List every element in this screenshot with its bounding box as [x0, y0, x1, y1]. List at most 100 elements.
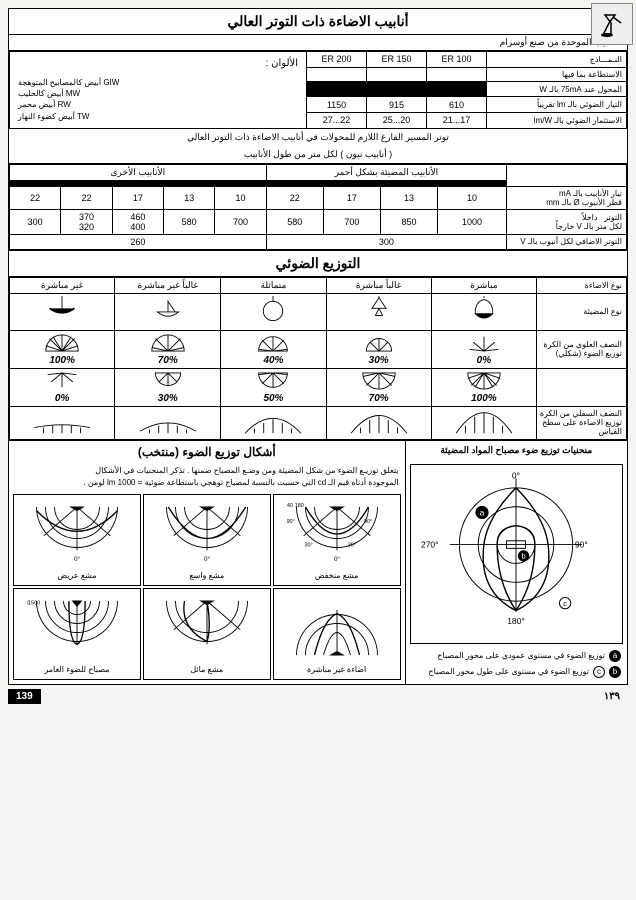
type-cell: متماثلة [221, 277, 326, 293]
upper-dist-cell: 30% [326, 330, 431, 368]
polar-grid: 0°90°90°30°30°240180مشع منخفض 0°مشع واسع… [9, 490, 405, 684]
spec-row-label: المحول عند 75mA بالـ W [487, 82, 627, 97]
lower-dist-cell: 0% [10, 368, 115, 406]
svg-text:0°: 0° [204, 555, 211, 563]
right-half-title: منحنيات توزيع ضوء مصباح المواد المضيئة [406, 441, 627, 460]
colors-list: أبيض كالمصابيح المتوهجة GIW أبيض كالحليب… [14, 73, 302, 126]
ma-val: 17 [112, 186, 163, 209]
upper-dist-cell: 70% [115, 330, 221, 368]
ma-val: 10 [215, 186, 266, 209]
ma-val: 10 [438, 186, 507, 209]
ma-val: 22 [266, 186, 323, 209]
volt-in-label: داخلاً [582, 213, 598, 222]
color-item: أبيض كالمصابيح المتوهجة GIW [18, 77, 298, 88]
type-cell: غالباً مباشرة [326, 277, 431, 293]
spec-cell: 610 [427, 97, 487, 113]
v-val: 460 [117, 212, 159, 222]
curve-icon [431, 406, 536, 439]
spec-row-label: الاستثمار الضوئي بالـ lm/W [487, 112, 627, 128]
ma-val: 13 [164, 186, 215, 209]
v-val: 1000 [438, 209, 507, 234]
svg-text:0°: 0° [512, 470, 520, 480]
ma-val: 13 [380, 186, 437, 209]
left-half-title: أشكال توزيع الضوء (منتخب) [9, 441, 405, 463]
fixture-globe-icon [221, 293, 326, 330]
bottom-section: منحنيات توزيع ضوء مصباح المواد المضيئة a… [9, 440, 627, 684]
row-lower-label: النصف السفلي من الكرة توزيع الاضاءة على … [537, 406, 627, 439]
svg-text:a: a [480, 507, 485, 517]
intro-2: الموجودة أدناه قيم الـ cd التي حسبت بالن… [9, 478, 405, 490]
color-item: أبيض كالحليب MW [18, 88, 298, 99]
v-val: 320 [65, 222, 107, 232]
curve-icon [10, 406, 115, 439]
polar-diagram: مشع مائل [143, 588, 271, 680]
lower-dist-cell: 100% [431, 368, 536, 406]
row-extra-label: التوتر الاضافي لكل أنبوب بالـ V [507, 234, 627, 249]
v-val: 850 [380, 209, 437, 234]
svg-text:b: b [522, 551, 526, 560]
row-upper-label: النصف العلوي من الكرة توزيع الضوء (شكلي) [537, 330, 627, 368]
v-val: 370 [65, 212, 107, 222]
distribution-table: نوع الاضاءة مباشرة غالباً مباشرة متماثلة… [9, 277, 627, 440]
spec-cell: 22...27 [307, 112, 367, 128]
upper-dist-cell: 0% [431, 330, 536, 368]
ma-val: 22 [10, 186, 61, 209]
model-col: ER 150 [367, 52, 427, 68]
intro-1: يتعلق توزيـع الضوء من شكل المضيئة ومن وض… [9, 463, 405, 478]
curve-icon [221, 406, 326, 439]
spec-table: النـمـــاذج ER 100 ER 150 ER 200 الألوان… [9, 51, 627, 129]
svg-text:270°: 270° [421, 539, 439, 549]
lamp-corner-icon [591, 3, 633, 45]
upper-dist-cell: 40% [221, 330, 326, 368]
row-type-label: نوع الاضاءة [537, 277, 627, 293]
polar-diagram: اضاءة غير مباشرة [273, 588, 401, 680]
svg-text:30°: 30° [304, 543, 312, 549]
curve-icon [326, 406, 431, 439]
fixture-cone-icon [326, 293, 431, 330]
volt-out-label: لكل متر بالـ V خارجاً [556, 222, 622, 231]
ma-val: 22 [61, 186, 112, 209]
spec-cell: 17...21 [427, 112, 487, 128]
legend-b: bcتوزيع الضوء في مستوى على طول محور المص… [406, 664, 627, 680]
spec-cell: 1150 [307, 97, 367, 113]
fixture-dish-icon [10, 293, 115, 330]
lower-dist-cell: 70% [326, 368, 431, 406]
curve-icon [115, 406, 221, 439]
svg-text:90°: 90° [575, 539, 588, 549]
model-col: ER 200 [307, 52, 367, 68]
note-line-2: ( أنابيب نيون ) لكل متر من طول الأنابيب [9, 146, 627, 164]
page-footer: 139 ١٣٩ [8, 689, 628, 704]
polar-diagram: 0°90°90°30°30°240180مشع منخفض [273, 494, 401, 586]
v-val: 300 [14, 217, 56, 227]
svg-text:30°: 30° [347, 543, 355, 549]
distribution-title: التوزيع الضوئي [9, 250, 627, 277]
spec-row-label: التيار الضوئي بالـ lm تقريباً [487, 97, 627, 113]
type-cell: غير مباشرة [10, 277, 115, 293]
group-red: الأنابيب المضيئة بشكل أحمر [266, 164, 506, 180]
upper-dist-cell: 100% [10, 330, 115, 368]
group-other: الأنابيب الأخرى [10, 164, 267, 180]
v-val: 580 [266, 209, 323, 234]
svg-text:90°: 90° [364, 519, 372, 525]
spec-cell: 20...25 [367, 112, 427, 128]
colors-label: الألوان : [14, 54, 302, 73]
svg-text:1500: 1500 [28, 601, 40, 607]
polar-diagram: 20001500مصباح للضوء الغامر [13, 588, 141, 680]
type-cell: مباشرة [431, 277, 536, 293]
fixture-boat-icon [115, 293, 221, 330]
ma-val: 17 [323, 186, 380, 209]
spec-row-label: الاستطاعة بما فيها [487, 67, 627, 82]
note-line-1: توتر المسير الفارغ اللازم للمحولات في أن… [9, 129, 627, 146]
model-col: ER 100 [427, 52, 487, 68]
big-polar-diagram: a b c 0° 90° 270° 180° [410, 464, 623, 644]
fixture-bell-icon [431, 293, 536, 330]
v-val: 700 [219, 217, 261, 227]
lower-dist-cell: 50% [221, 368, 326, 406]
spec-cell: 915 [367, 97, 427, 113]
row-fixture-label: نوع المضيئة [537, 293, 627, 330]
lower-dist-cell: 30% [115, 368, 221, 406]
svg-text:0°: 0° [334, 555, 341, 563]
voltage-table: الأنابيب المضيئة بشكل أحمر الأنابيب الأخ… [9, 164, 627, 250]
v-val: 400 [117, 222, 159, 232]
svg-text:180°: 180° [507, 616, 525, 626]
